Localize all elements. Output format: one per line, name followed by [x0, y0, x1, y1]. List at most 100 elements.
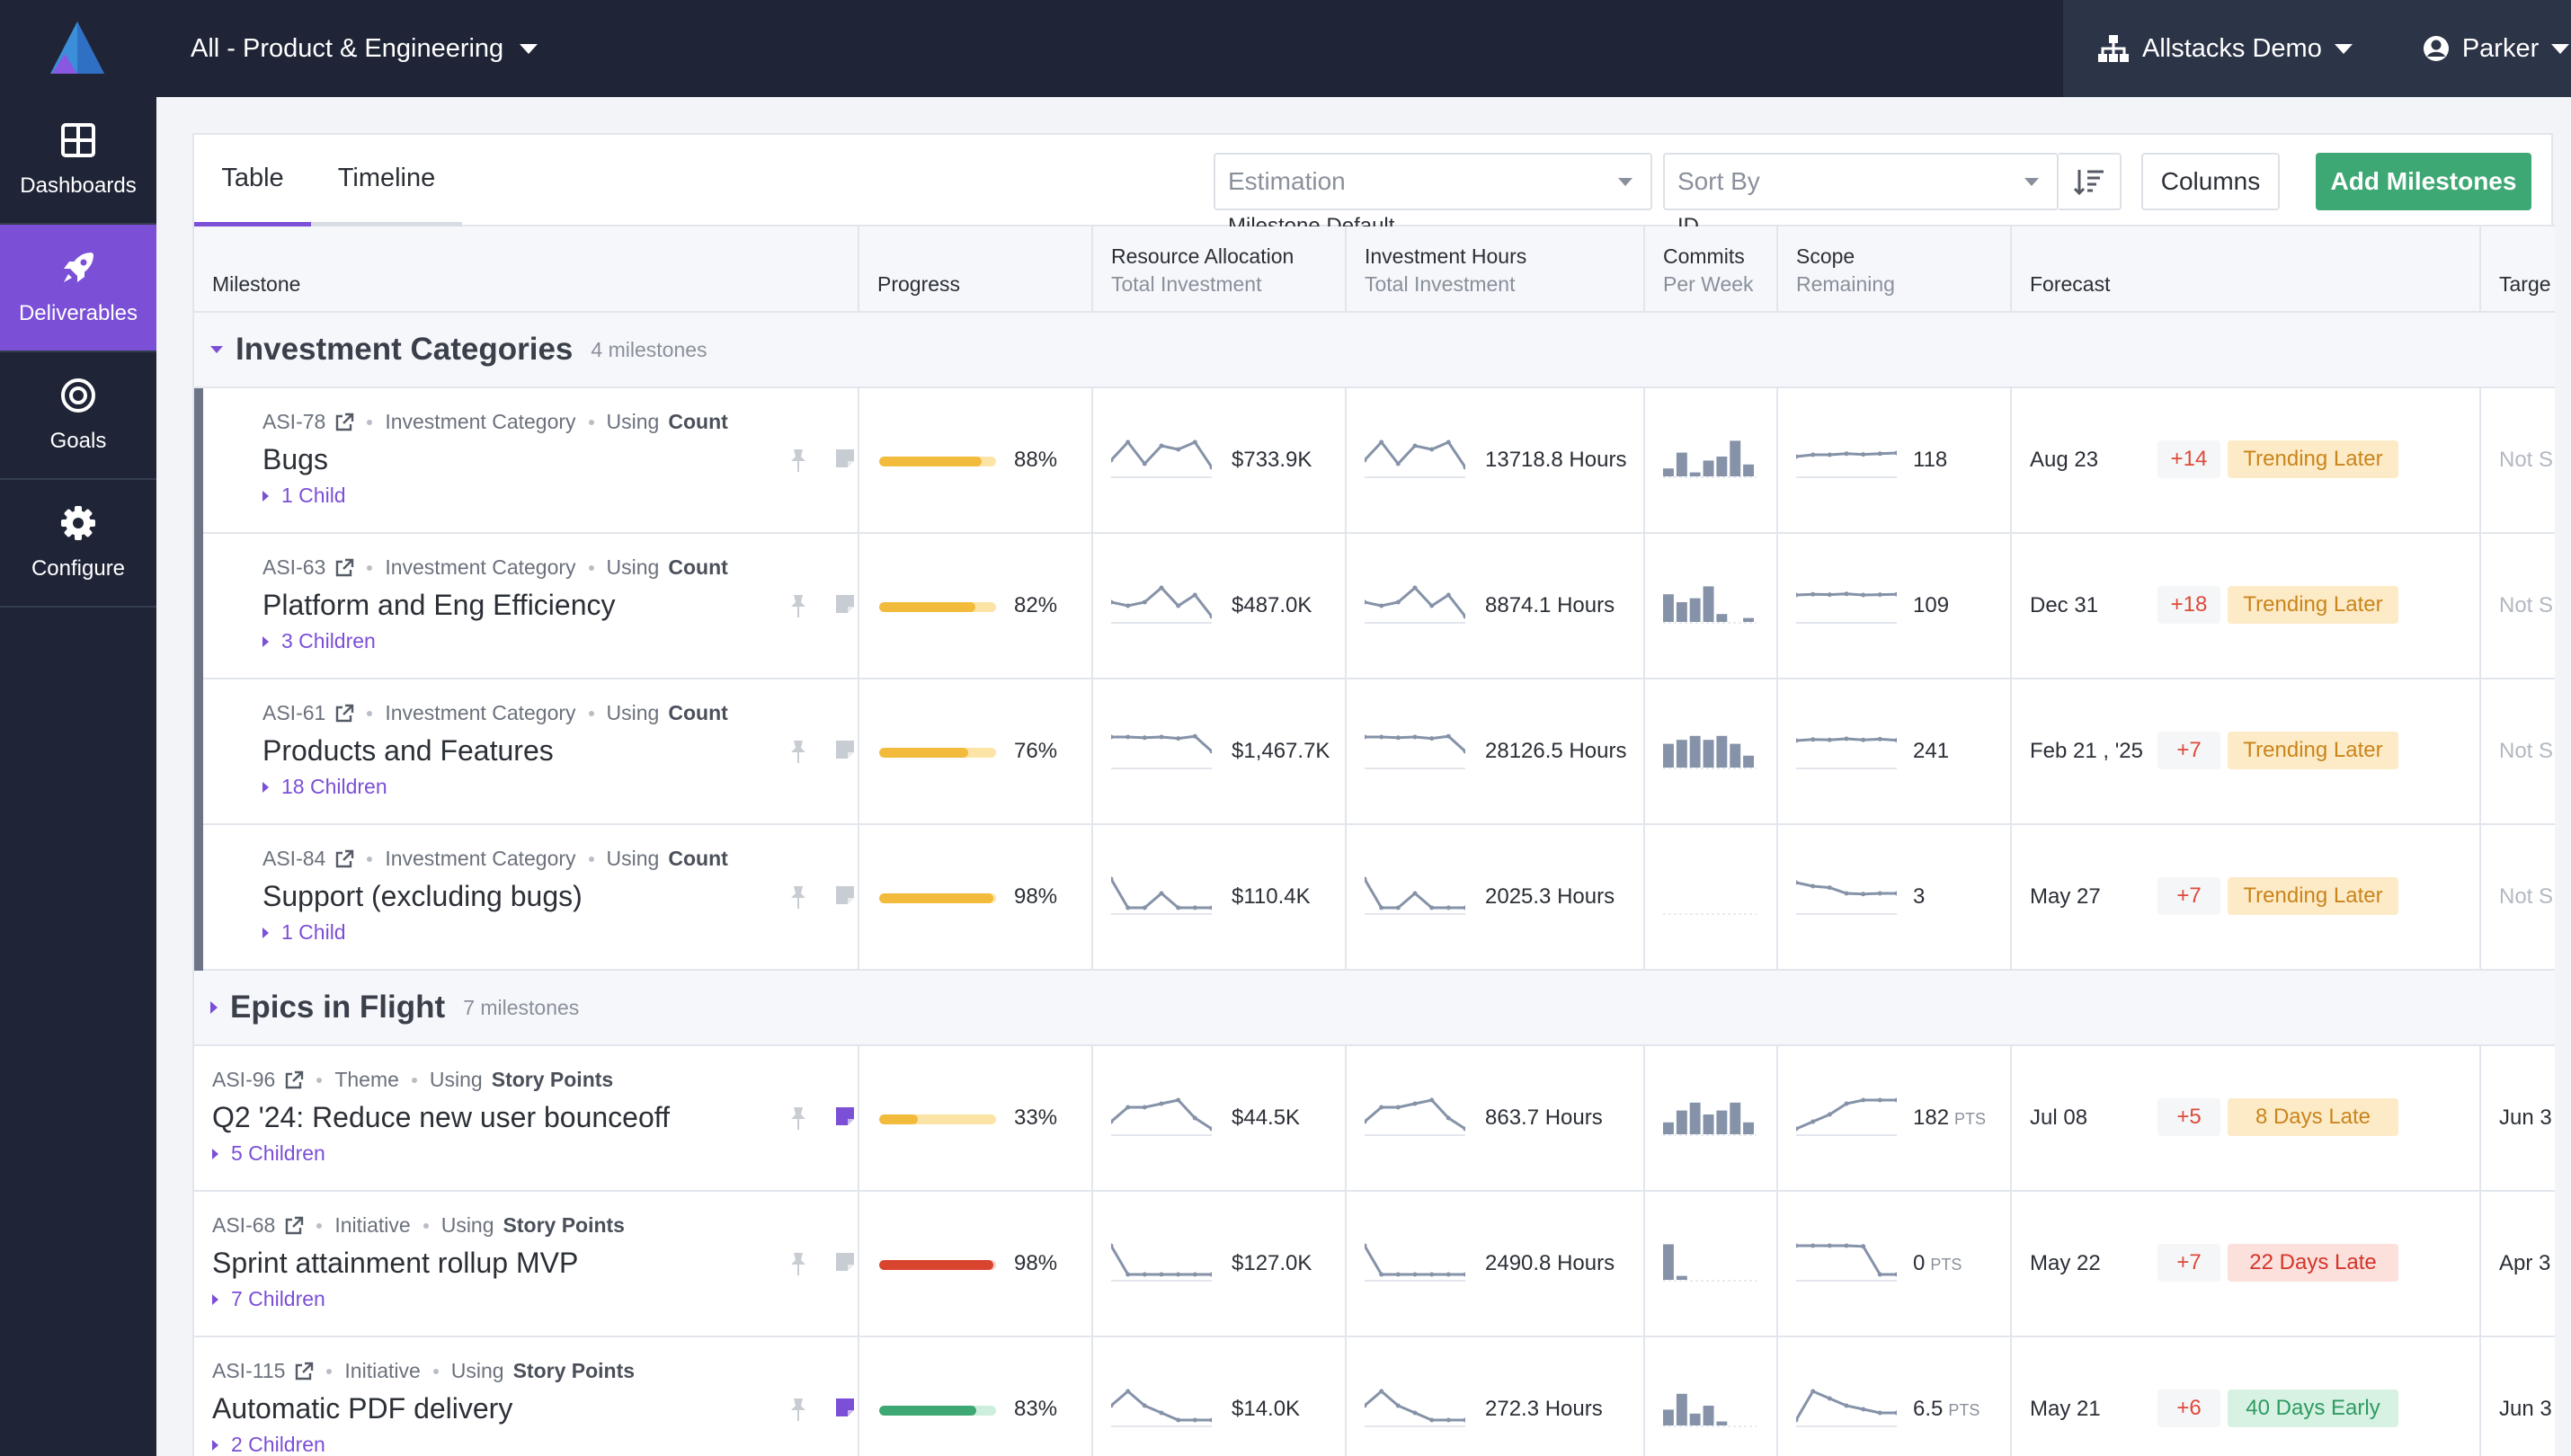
column-header-forecast[interactable]: Forecast — [2012, 226, 2481, 313]
table-row[interactable]: ASI-63 Investment Category Using Count P… — [194, 534, 2555, 679]
pin-icon[interactable] — [787, 884, 809, 910]
milestone-cell: ASI-96 Theme Using Story Points Q2 '24: … — [194, 1046, 859, 1190]
user-menu[interactable]: Parker — [2423, 34, 2570, 64]
note-icon[interactable] — [834, 593, 856, 615]
column-header-scope[interactable]: Scope Remaining — [1778, 226, 2012, 313]
forecast-delta: +7 — [2157, 1244, 2220, 1282]
milestone-title[interactable]: Automatic PDF delivery — [212, 1392, 513, 1425]
children-toggle[interactable]: 1 Child — [262, 920, 858, 945]
milestone-id[interactable]: ASI-78 — [262, 410, 326, 433]
columns-button[interactable]: Columns — [2141, 153, 2280, 210]
table-row[interactable]: ASI-84 Investment Category Using Count S… — [194, 825, 2555, 971]
sidebar-item-goals[interactable]: Goals — [0, 352, 156, 480]
spark-line — [1365, 1245, 1465, 1276]
milestone-id[interactable]: ASI-84 — [262, 847, 326, 870]
column-header-investment-hours[interactable]: Investment Hours Total Investment — [1347, 226, 1645, 313]
scope-selector[interactable]: All - Product & Engineering — [191, 0, 538, 97]
external-link-icon[interactable] — [334, 849, 354, 869]
table-row[interactable]: ASI-61 Investment Category Using Count P… — [194, 679, 2555, 825]
resource-value: $487.0K — [1232, 593, 1312, 617]
milestone-id[interactable]: ASI-61 — [262, 701, 326, 724]
spark-point — [1827, 1396, 1832, 1401]
scope-number: 182 — [1913, 1105, 1950, 1130]
add-milestones-button[interactable]: Add Milestones — [2316, 153, 2531, 210]
note-icon[interactable] — [834, 1251, 856, 1273]
milestone-title[interactable]: Support (excluding bugs) — [262, 880, 583, 912]
external-link-icon[interactable] — [334, 413, 354, 432]
spark-point — [1209, 1417, 1212, 1423]
estimation-select[interactable]: Estimation Milestone Default — [1214, 153, 1652, 238]
note-icon[interactable] — [834, 884, 856, 906]
caret-right-icon — [262, 781, 269, 793]
pin-icon[interactable] — [787, 1251, 809, 1276]
table-row[interactable]: ASI-68 Initiative Using Story Points Spr… — [194, 1192, 2555, 1337]
children-count: 5 Children — [231, 1141, 325, 1165]
milestone-title[interactable]: Bugs — [262, 443, 328, 475]
app-logo-icon[interactable] — [47, 18, 108, 79]
estimation-using: Using — [606, 701, 660, 724]
sidebar-item-deliverables[interactable]: Deliverables — [0, 225, 156, 352]
column-header-milestone[interactable]: Milestone — [194, 226, 859, 313]
children-toggle[interactable]: 1 Child — [262, 484, 858, 508]
children-toggle[interactable]: 5 Children — [212, 1141, 858, 1166]
note-icon[interactable] — [834, 739, 856, 760]
note-icon[interactable] — [834, 448, 856, 469]
table-row[interactable]: ASI-78 Investment Category Using Count B… — [194, 388, 2555, 534]
separator-dot — [588, 419, 594, 425]
external-link-icon[interactable] — [284, 1070, 304, 1090]
children-toggle[interactable]: 2 Children — [212, 1433, 858, 1456]
milestone-id[interactable]: ASI-63 — [262, 555, 326, 579]
hours-value: 28126.5 Hours — [1485, 739, 1627, 763]
table-row[interactable]: ASI-96 Theme Using Story Points Q2 '24: … — [194, 1046, 2555, 1192]
commit-bar — [1676, 1110, 1687, 1134]
milestone-id[interactable]: ASI-68 — [212, 1213, 276, 1237]
milestone-title[interactable]: Platform and Eng Efficiency — [262, 589, 616, 621]
target-date: Not S — [2499, 884, 2554, 909]
group-header-epics-in-flight[interactable]: Epics in Flight 7 milestones — [194, 971, 2555, 1046]
children-toggle[interactable]: 7 Children — [212, 1287, 858, 1311]
spark-point — [1877, 1097, 1882, 1103]
pin-icon[interactable] — [787, 1397, 809, 1422]
external-link-icon[interactable] — [284, 1216, 304, 1236]
progress-bar — [879, 893, 996, 903]
group-header-investment-categories[interactable]: Investment Categories 4 milestones — [194, 313, 2555, 388]
forecast-date: May 22 — [2030, 1251, 2101, 1275]
progress-bar — [879, 602, 996, 612]
sort-direction-button[interactable] — [2059, 153, 2122, 210]
spark-point — [1176, 905, 1181, 910]
sort-select[interactable]: Sort By ID — [1663, 153, 2059, 238]
external-link-icon[interactable] — [334, 704, 354, 724]
external-link-icon[interactable] — [294, 1362, 314, 1381]
note-icon[interactable] — [834, 1105, 856, 1127]
sidebar-item-dashboards[interactable]: Dashboards — [0, 97, 156, 225]
org-selector[interactable]: Allstacks Demo — [2097, 34, 2353, 64]
sidebar-item-configure[interactable]: Configure — [0, 480, 156, 608]
column-header-target[interactable]: Targe — [2481, 226, 2555, 313]
spark-point — [1159, 1101, 1164, 1106]
sparkline-chart — [1796, 1097, 1897, 1136]
children-toggle[interactable]: 18 Children — [262, 775, 858, 799]
milestone-id[interactable]: ASI-96 — [212, 1068, 276, 1091]
commit-bar — [1730, 440, 1741, 476]
commit-bar — [1743, 1122, 1754, 1134]
forecast-cell: Feb 21 , '25 +7 Trending Later — [2012, 679, 2481, 823]
milestone-id[interactable]: ASI-115 — [212, 1359, 286, 1382]
pin-icon[interactable] — [787, 593, 809, 618]
column-header-commits[interactable]: Commits Per Week — [1645, 226, 1778, 313]
pin-icon[interactable] — [787, 1105, 809, 1131]
milestone-title[interactable]: Sprint attainment rollup MVP — [212, 1247, 579, 1279]
commit-bar — [1663, 1244, 1674, 1280]
column-header-resource-allocation[interactable]: Resource Allocation Total Investment — [1093, 226, 1347, 313]
estimation-method: Story Points — [503, 1213, 625, 1237]
pin-icon[interactable] — [787, 448, 809, 473]
tab-timeline[interactable]: Timeline — [311, 135, 462, 226]
milestone-title[interactable]: Q2 '24: Reduce new user bounceoff — [212, 1101, 670, 1133]
pin-icon[interactable] — [787, 739, 809, 764]
milestone-title[interactable]: Products and Features — [262, 734, 554, 767]
external-link-icon[interactable] — [334, 558, 354, 578]
note-icon[interactable] — [834, 1397, 856, 1418]
table-row[interactable]: ASI-115 Initiative Using Story Points Au… — [194, 1337, 2555, 1456]
column-header-progress[interactable]: Progress — [859, 226, 1093, 313]
tab-table[interactable]: Table — [194, 135, 311, 226]
children-toggle[interactable]: 3 Children — [262, 629, 858, 653]
